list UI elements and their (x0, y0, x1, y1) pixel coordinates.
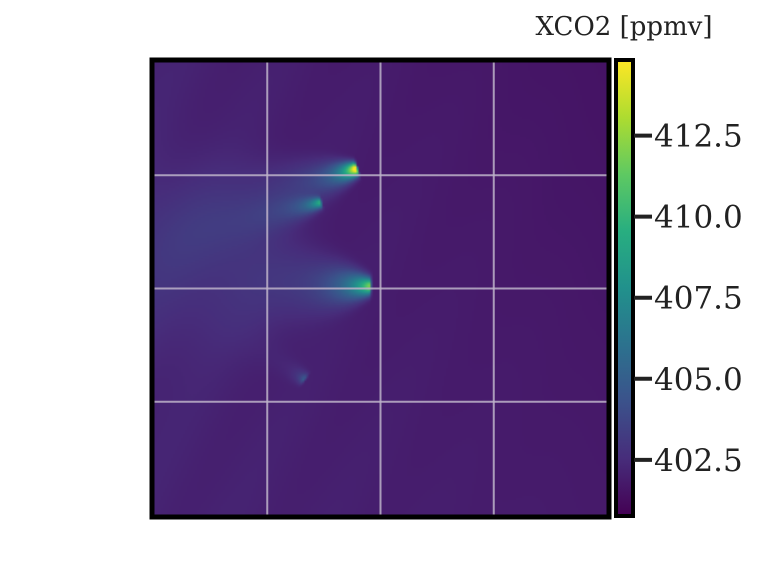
colorbar-tick-label: 405.0 (654, 362, 743, 398)
colorbar-tick-label: 407.5 (654, 281, 743, 317)
colorbar-tick-label: 412.5 (654, 119, 743, 155)
grid-lines (154, 62, 607, 515)
colorbar: 402.5 405.0 407.5 410.0 412.5 XCO2 [ppmv] (536, 12, 743, 518)
colorbar-gradient (617, 61, 632, 515)
colorbar-ticks: 402.5 405.0 407.5 410.0 412.5 (634, 119, 743, 479)
colorbar-label: XCO2 [ppmv] (536, 12, 713, 42)
colorbar-tick-label: 410.0 (654, 200, 743, 236)
colorbar-tick-label: 402.5 (654, 443, 743, 479)
plot-frame (149, 57, 612, 520)
colorbar-frame (614, 58, 635, 518)
